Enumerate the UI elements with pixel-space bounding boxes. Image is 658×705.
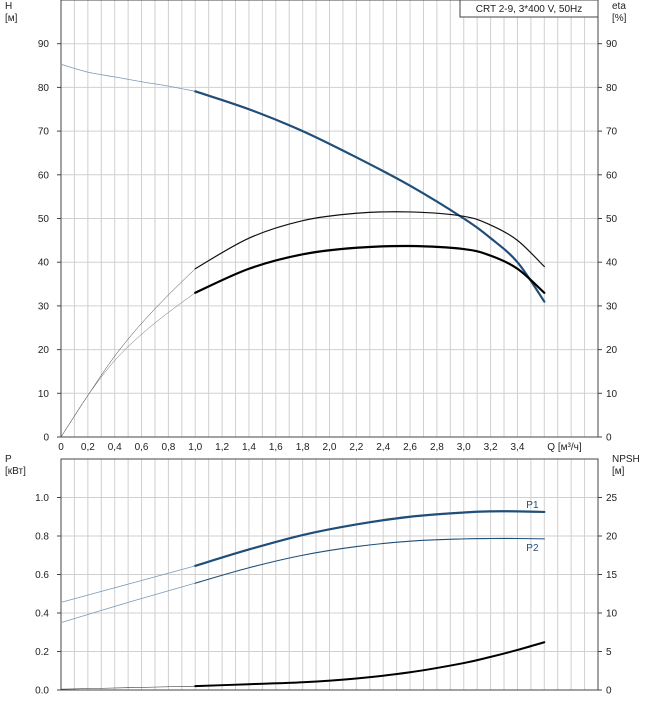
- y-left-tick-label: 0: [43, 433, 49, 444]
- x-tick-label: 3,0: [457, 442, 471, 453]
- y-right-tick-label: 80: [606, 83, 618, 94]
- y-right-axis-unit: [%]: [612, 13, 627, 24]
- series-line: [194, 211, 545, 270]
- y-right-axis-label: eta: [612, 1, 626, 12]
- x-tick-label: 3,2: [484, 442, 498, 453]
- y-left-tick-label: 0.8: [35, 532, 49, 543]
- y-right-tick-label: 15: [606, 570, 618, 581]
- y-right-tick-label: 10: [606, 389, 618, 400]
- y-right-tick-label: 0: [606, 433, 612, 444]
- x-axis-label: Q [м³/ч]: [547, 442, 582, 453]
- x-tick-label: 3,4: [510, 442, 524, 453]
- series-line: [60, 292, 196, 438]
- x-tick-label: 2,2: [349, 442, 363, 453]
- series-line: [194, 641, 546, 688]
- x-tick-label: 0,8: [161, 442, 175, 453]
- y-left-tick-label: 0.0: [35, 686, 49, 697]
- y-right-tick-label: 30: [606, 301, 618, 312]
- y-left-tick-label: 0.2: [35, 647, 49, 658]
- y-left-axis-unit: [м]: [5, 13, 18, 24]
- y-left-tick-label: 50: [38, 214, 50, 225]
- y-right-tick-label: 60: [606, 170, 618, 181]
- x-tick-label: 0: [58, 442, 64, 453]
- y-left-tick-label: 80: [38, 83, 50, 94]
- series-line: [194, 537, 545, 584]
- x-tick-label: 1,0: [188, 442, 202, 453]
- y-left-tick-label: 30: [38, 301, 50, 312]
- x-tick-label: 2,4: [376, 442, 390, 453]
- y-right-tick-label: 50: [606, 214, 618, 225]
- y-left-tick-label: 60: [38, 170, 50, 181]
- x-tick-label: 2,8: [430, 442, 444, 453]
- series-line: [60, 565, 196, 603]
- y-left-axis-unit: [кВт]: [5, 466, 26, 477]
- y-left-tick-label: 70: [38, 127, 50, 138]
- y-right-tick-label: 0: [606, 686, 612, 697]
- y-right-axis-label: NPSH: [612, 454, 640, 465]
- x-tick-label: 2,0: [323, 442, 337, 453]
- y-left-tick-label: 90: [38, 39, 50, 50]
- y-right-tick-label: 70: [606, 127, 618, 138]
- y-right-tick-label: 5: [606, 647, 612, 658]
- x-tick-label: 2,6: [403, 442, 417, 453]
- series-line: [60, 582, 196, 624]
- y-right-tick-label: 20: [606, 532, 618, 543]
- series-label: P2: [526, 543, 539, 554]
- x-tick-label: 0,6: [135, 442, 149, 453]
- y-right-tick-label: 40: [606, 258, 618, 269]
- x-tick-label: 1,2: [215, 442, 229, 453]
- y-left-tick-label: 10: [38, 389, 50, 400]
- x-tick-label: 1,8: [296, 442, 310, 453]
- y-right-tick-label: 20: [606, 345, 618, 356]
- y-left-axis-label: P: [5, 454, 12, 465]
- y-right-axis-unit: [м]: [612, 466, 625, 477]
- x-tick-label: 1,4: [242, 442, 256, 453]
- y-left-tick-label: 1.0: [35, 493, 49, 504]
- legend-box: [459, 0, 599, 18]
- y-left-axis-label: H: [5, 1, 12, 12]
- x-tick-label: 0,4: [108, 442, 122, 453]
- y-right-tick-label: 90: [606, 39, 618, 50]
- x-tick-label: 0,2: [81, 442, 95, 453]
- y-left-tick-label: 0.4: [35, 609, 49, 620]
- y-left-tick-label: 40: [38, 258, 50, 269]
- power-npsh-panel: 0.0 0.2 0.4 0.6 0.8 1.0 0 5 10 15 20 25 P[кВт] NPSH[м…: [5, 454, 640, 697]
- legend-box-text: CRT 2-9, 3*400 V, 50Hz: [476, 4, 583, 15]
- series-line: [60, 685, 196, 690]
- y-left-tick-label: 0.6: [35, 570, 49, 581]
- series-line: [60, 63, 196, 92]
- head-efficiency-panel: 01020304050607080900102030405060708090H[…: [5, 0, 627, 453]
- y-right-tick-label: 10: [606, 609, 618, 620]
- y-left-tick-label: 20: [38, 345, 50, 356]
- series-line: [194, 90, 546, 303]
- series-label: P1: [526, 500, 539, 511]
- y-right-tick-label: 25: [606, 493, 618, 504]
- x-tick-label: 1,6: [269, 442, 283, 453]
- series-line: [194, 244, 546, 294]
- series-line: [194, 510, 546, 567]
